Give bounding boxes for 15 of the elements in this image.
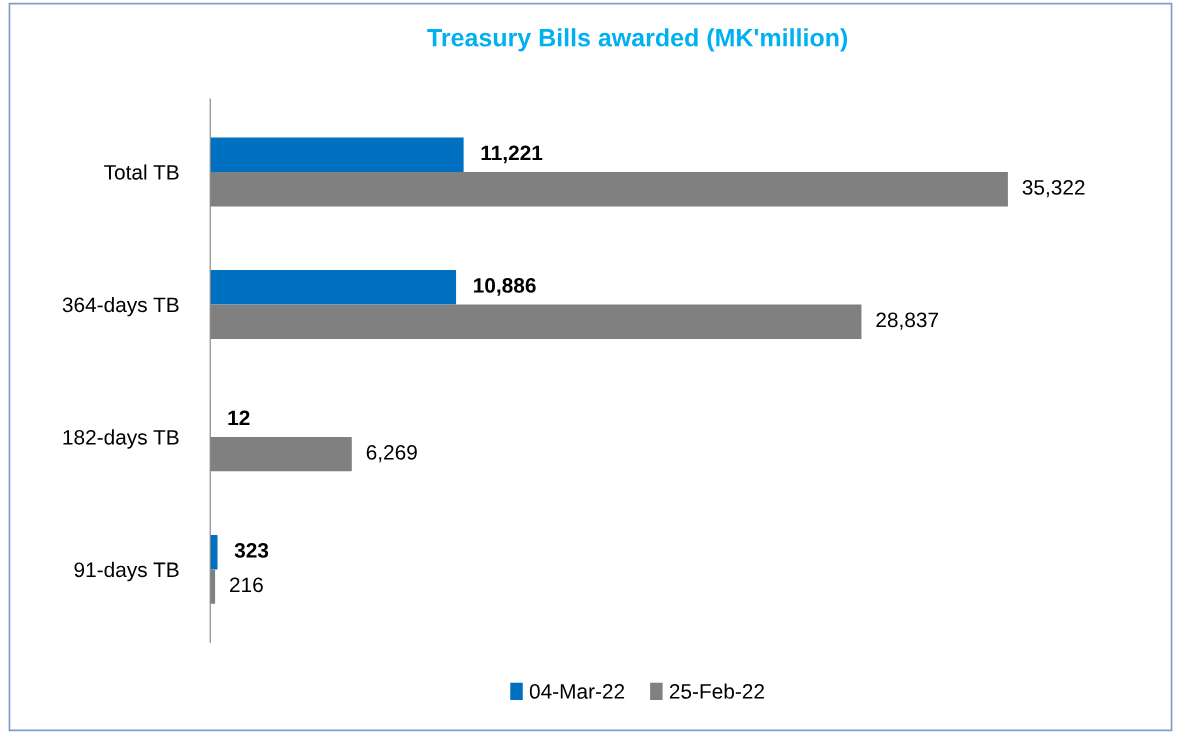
legend-label: 04-Mar-22	[529, 684, 625, 699]
chart-title: Treasury Bills awarded (MK'million)	[427, 28, 848, 52]
y-tick-label: 91-days TB	[74, 561, 179, 582]
data-label: 28,837	[876, 312, 939, 330]
y-tick-label: Total TB	[104, 164, 179, 180]
y-tick-label: 182-days TB	[63, 429, 179, 449]
data-label: 10,886	[474, 278, 536, 296]
data-label: 323	[234, 543, 269, 558]
data-label: 11,221	[481, 145, 543, 164]
legend-label: 25-Feb-22	[669, 683, 764, 699]
data-label: 6,269	[366, 444, 417, 463]
data-label: 216	[230, 577, 263, 593]
y-tick-label: 364-days TB	[62, 296, 179, 317]
data-label: 35,322	[1022, 180, 1085, 198]
data-label: 12	[228, 410, 250, 426]
